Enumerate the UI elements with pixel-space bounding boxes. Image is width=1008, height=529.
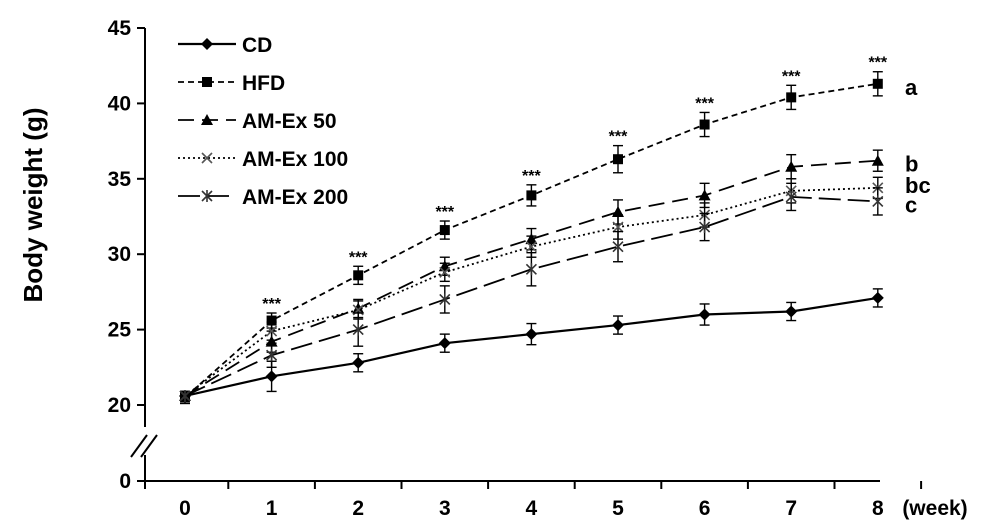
x-tick-label: 3 [439, 497, 451, 520]
diamond-marker [612, 319, 624, 332]
diamond-marker [785, 305, 798, 318]
significance-label: *** [262, 296, 281, 313]
asterisk-marker [179, 389, 191, 402]
square-marker [786, 92, 797, 103]
x-tick-label: 2 [352, 497, 364, 520]
significance-label: *** [695, 95, 714, 112]
legend-entry: HFD [178, 72, 285, 95]
series-line [184, 159, 878, 397]
legend-label: AM-Ex 50 [242, 110, 337, 133]
diamond-marker [352, 356, 365, 369]
diamond-marker [201, 38, 213, 50]
legend-entry: AM-Ex 100 [178, 148, 348, 171]
square-marker [439, 225, 450, 236]
x-marker [439, 266, 451, 278]
significance-label: *** [868, 55, 887, 72]
triangle-marker [612, 205, 624, 217]
legend-label: AM-Ex 200 [242, 186, 348, 209]
asterisk-marker [266, 349, 278, 362]
y-tick-label: 40 [108, 92, 131, 115]
significance-label: *** [349, 249, 368, 266]
diamond-marker [698, 308, 711, 321]
x-tick-label: 7 [785, 497, 797, 520]
asterisk-marker [612, 240, 624, 253]
square-marker [699, 119, 710, 130]
significance-label: *** [435, 204, 454, 221]
y-tick-label: 30 [108, 243, 131, 266]
x-tick-label: 6 [699, 497, 711, 520]
asterisk-marker [201, 190, 213, 202]
x-marker [612, 221, 624, 233]
triangle-marker [265, 335, 278, 347]
legend-entry: AM-Ex 50 [178, 110, 337, 133]
series-cd [179, 288, 884, 402]
legend-entry: CD [178, 34, 272, 57]
series-line [184, 195, 878, 397]
triangle-marker [785, 160, 798, 172]
x-tick-label: 4 [526, 497, 538, 520]
diamond-marker [871, 291, 884, 304]
asterisk-marker [785, 190, 797, 203]
x-tick-label: 1 [266, 497, 278, 520]
y-tick-label: 35 [108, 168, 132, 191]
legend-label: CD [242, 34, 272, 57]
x-marker [201, 152, 213, 164]
triangle-marker [698, 189, 711, 201]
asterisk-marker [352, 323, 364, 336]
asterisk-marker [439, 293, 451, 306]
diamond-marker [265, 370, 278, 383]
square-marker [353, 270, 364, 281]
x-marker [525, 241, 537, 253]
y-tick-label: 20 [108, 394, 131, 417]
legend-label: AM-Ex 100 [242, 148, 348, 171]
group-letter-label: a [905, 75, 918, 100]
group-letter-label: bc [905, 173, 931, 198]
diamond-marker [438, 337, 451, 350]
x-marker [266, 325, 278, 337]
x-tick-label: 8 [872, 497, 884, 520]
significance-label: *** [609, 129, 628, 146]
triangle-marker [871, 154, 884, 166]
square-marker [526, 190, 537, 201]
diamond-marker [525, 328, 538, 341]
legend-label: HFD [242, 72, 285, 95]
x-tick-label: 5 [612, 497, 624, 520]
asterisk-marker [699, 221, 711, 234]
legend: CD HFD AM-Ex 50 AM-Ex 100 AM-Ex 200 [178, 34, 348, 209]
y-axis-break-mark-2 [140, 434, 158, 458]
y-axis-break-mark-1 [130, 434, 148, 458]
square-marker [872, 78, 883, 89]
group-letter-label: b [905, 152, 918, 177]
asterisk-marker [872, 195, 884, 208]
triangle-marker [201, 114, 213, 125]
series-line [184, 296, 878, 398]
significance-label: *** [782, 68, 801, 85]
significance-label: *** [522, 168, 541, 185]
series-line [184, 186, 878, 397]
asterisk-marker [525, 263, 537, 276]
square-marker [266, 315, 277, 326]
square-marker [613, 154, 623, 165]
series-am-ex-100 [179, 176, 884, 402]
y-tick-label: 45 [108, 17, 132, 40]
group-letter-label: c [905, 192, 917, 217]
y-tick-label: 0 [119, 470, 131, 493]
square-marker [202, 77, 212, 87]
y-tick-label: 25 [108, 319, 132, 342]
x-axis-label: (week) [902, 497, 967, 520]
x-tick-label: 0 [179, 497, 191, 520]
y-axis-label: Body weight (g) [18, 108, 48, 303]
series-am-ex-200 [179, 182, 884, 402]
legend-entry: AM-Ex 200 [178, 186, 348, 209]
